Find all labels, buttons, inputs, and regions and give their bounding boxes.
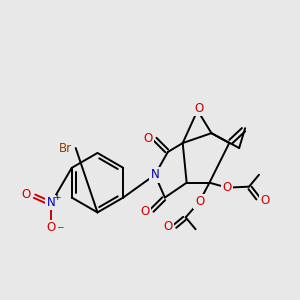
Text: O: O	[195, 195, 204, 208]
Text: O: O	[46, 221, 56, 234]
Text: O: O	[223, 181, 232, 194]
Text: O: O	[22, 188, 31, 201]
Text: O: O	[141, 205, 150, 218]
Text: Br: Br	[58, 142, 72, 154]
Text: N: N	[46, 196, 55, 209]
Text: +: +	[53, 193, 61, 202]
Text: O: O	[144, 132, 153, 145]
Text: −: −	[56, 222, 63, 231]
Text: O: O	[194, 102, 203, 115]
Text: N: N	[151, 168, 159, 181]
Text: O: O	[164, 220, 173, 233]
Text: O: O	[260, 194, 269, 207]
